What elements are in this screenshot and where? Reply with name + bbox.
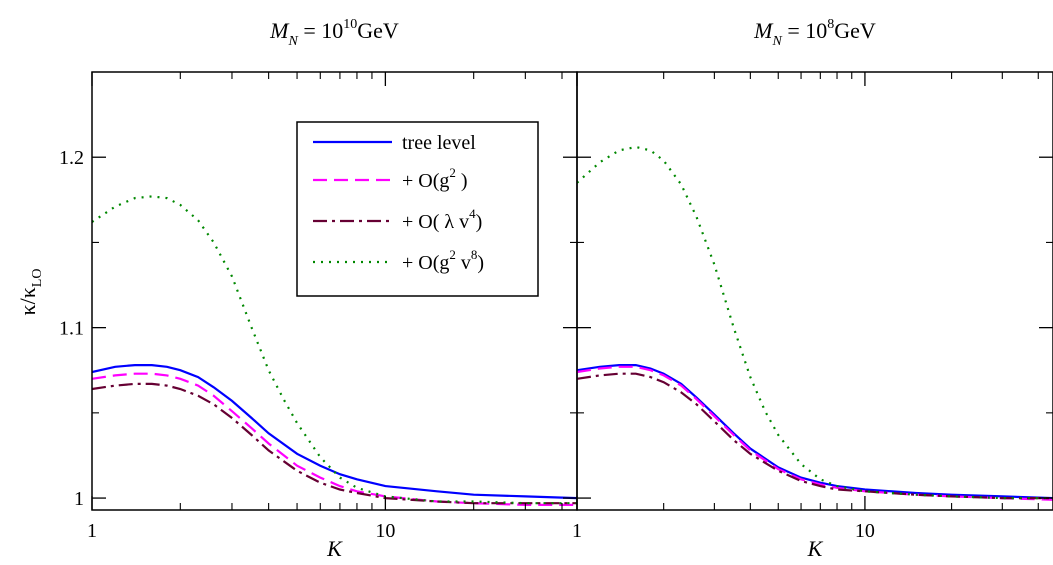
x-axis-label: K [326,536,343,561]
legend-label-1: tree level [402,132,476,154]
series-line-3 [92,382,577,505]
panel-title: MN = 108GeV [753,17,876,49]
y-tick-label: 1 [74,488,84,510]
x-axis-label: K [807,536,824,561]
plot-frame [576,71,1053,511]
x-tick-label: 10 [855,520,875,542]
x-tick-label: 1 [87,520,97,542]
panel-1: 1 1.1 1.2 1 10 K MN = 1010GeV [59,17,578,561]
legend-label-3: + O( λ v4) [402,206,482,233]
series-line-2 [577,365,1053,501]
x-tick-label: 1 [572,520,582,542]
legend: tree level + O(g2 ) + O( λ v4) + O(g2 v8) [296,121,539,297]
y-axis-label: κ/κLO [15,269,45,316]
panel-title: MN = 1010GeV [269,17,399,49]
y-tick-label: 1.1 [59,318,84,340]
series-line-1 [577,364,1053,500]
x-tick-label: 10 [375,520,395,542]
y-tick-label: 1.2 [59,147,84,169]
legend-label-4: + O(g2 v8) [402,247,484,274]
panel-2: 1 10 K MN = 108GeV [572,17,1053,561]
legend-label-2: + O(g2 ) [402,165,468,192]
series-line-3 [577,372,1053,500]
series-line-2 [92,372,577,506]
series-line-1 [92,364,577,500]
legend-box [296,121,539,297]
series-line-4 [577,145,1053,500]
